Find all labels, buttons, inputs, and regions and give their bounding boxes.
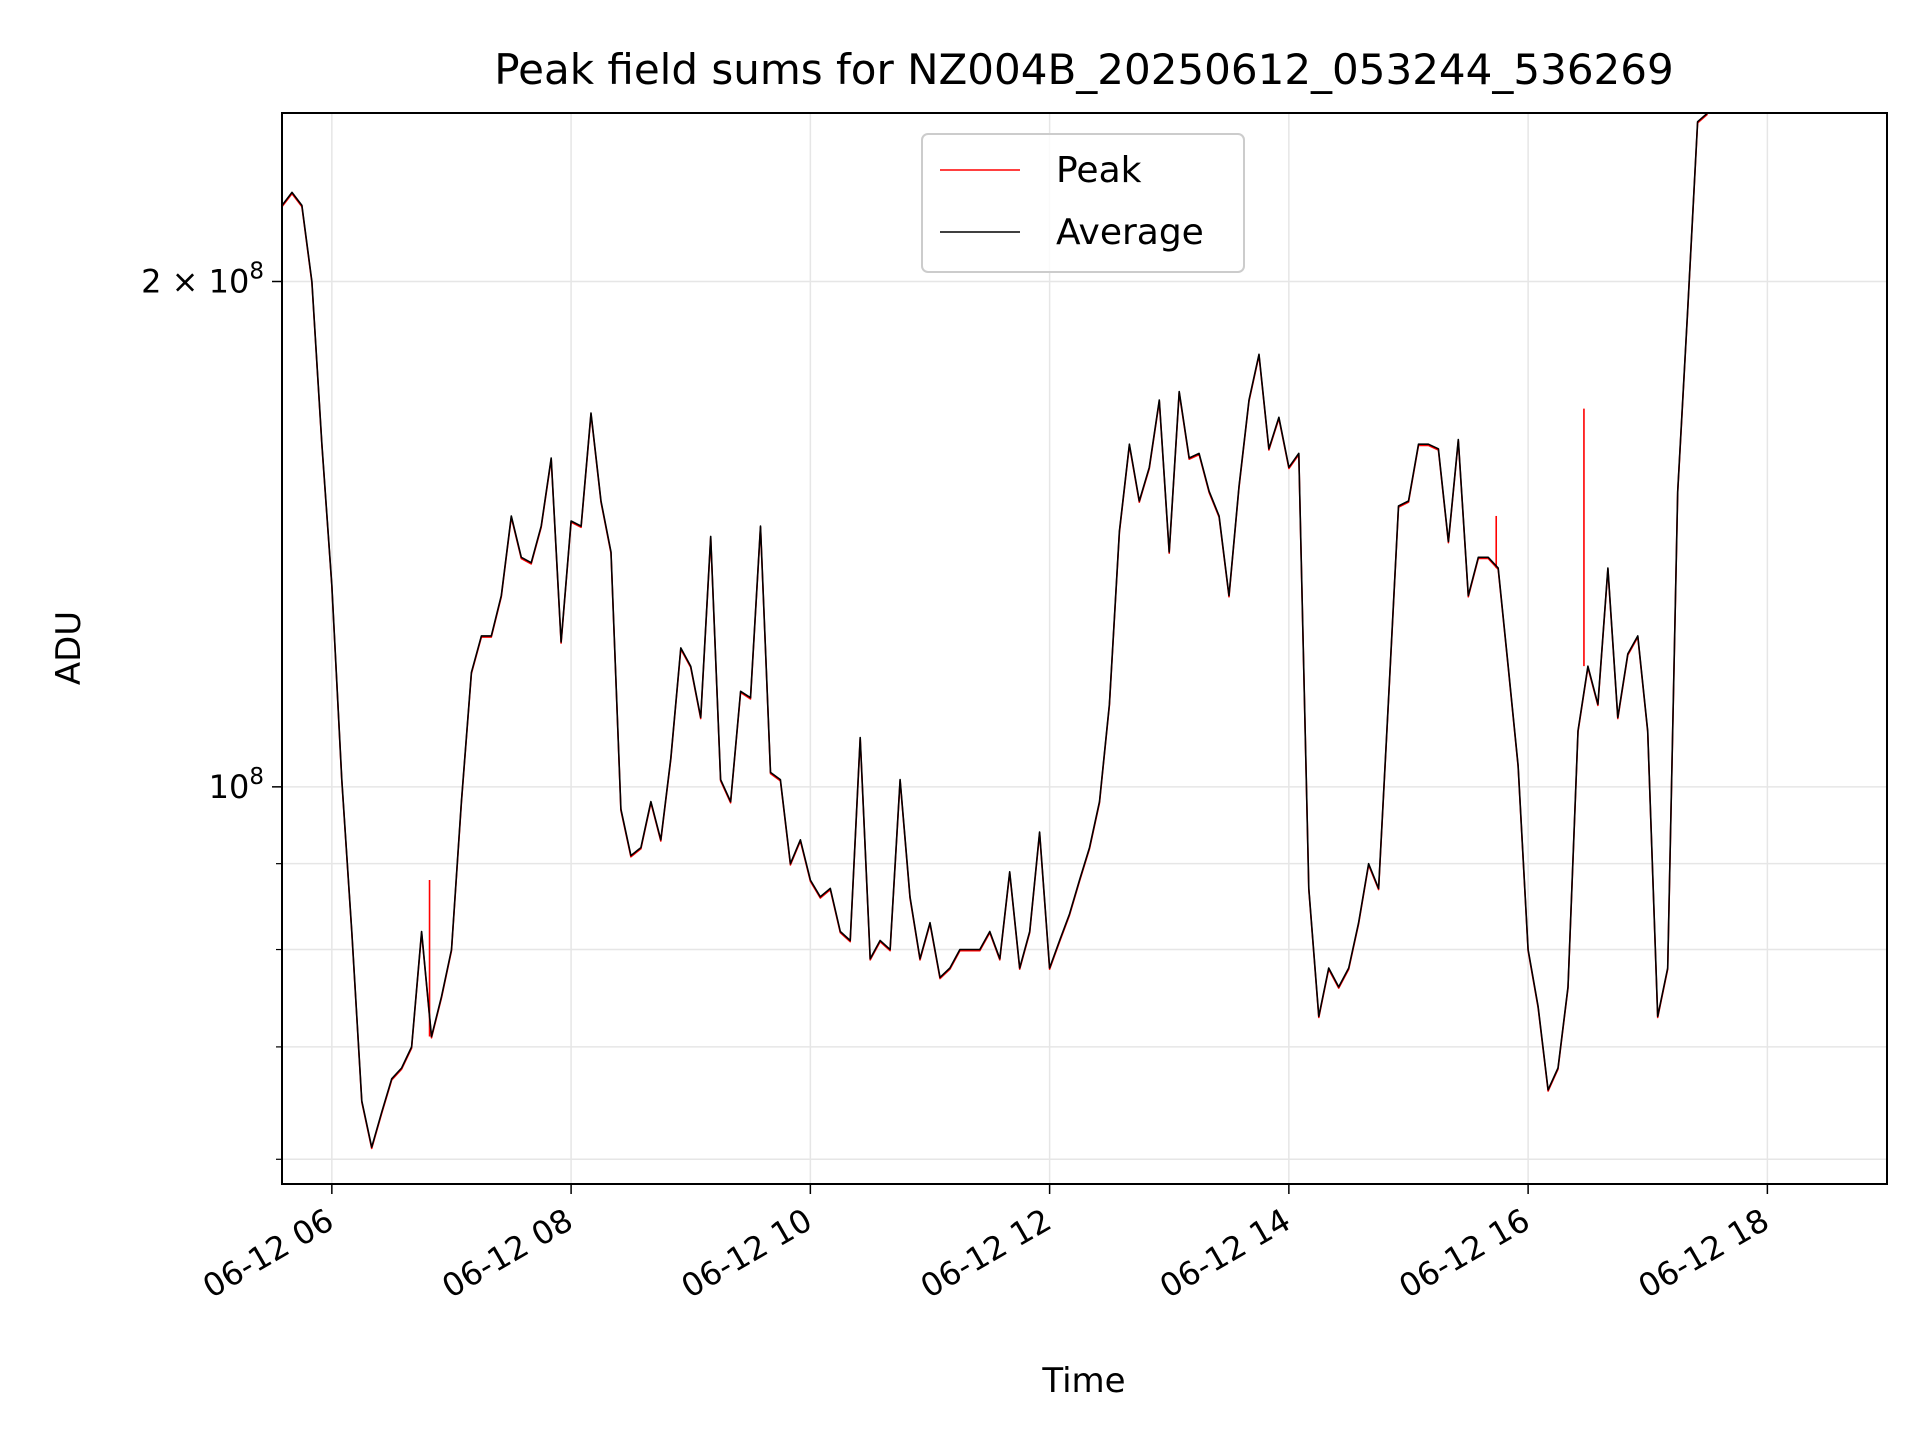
- y-tick-label-prefix: 2 ×: [141, 262, 209, 300]
- y-axis-label: ADU: [49, 611, 89, 685]
- plot-frame: [281, 112, 1888, 1185]
- legend-average-label: Average: [1056, 212, 1204, 253]
- series-line-average: [282, 113, 1709, 1148]
- y-tick-label: 108: [209, 764, 264, 806]
- y-tick-label-base: 10: [209, 262, 250, 300]
- x-axis-label: Time: [1041, 1361, 1125, 1401]
- y-tick-label-exponent: 8: [249, 764, 264, 790]
- legend-box: [921, 133, 1245, 273]
- y-tick-label: 2 × 108: [141, 258, 264, 300]
- y-tick-label-base: 10: [209, 768, 250, 806]
- y-tick-label-exponent: 8: [249, 258, 264, 284]
- chart-title: Peak field sums for NZ004B_20250612_0532…: [494, 45, 1673, 94]
- legend-peak-label: Peak: [1056, 150, 1142, 191]
- series-layer: [282, 113, 1709, 1150]
- grid: [282, 113, 1887, 1184]
- legend: Peak Average: [921, 133, 1245, 273]
